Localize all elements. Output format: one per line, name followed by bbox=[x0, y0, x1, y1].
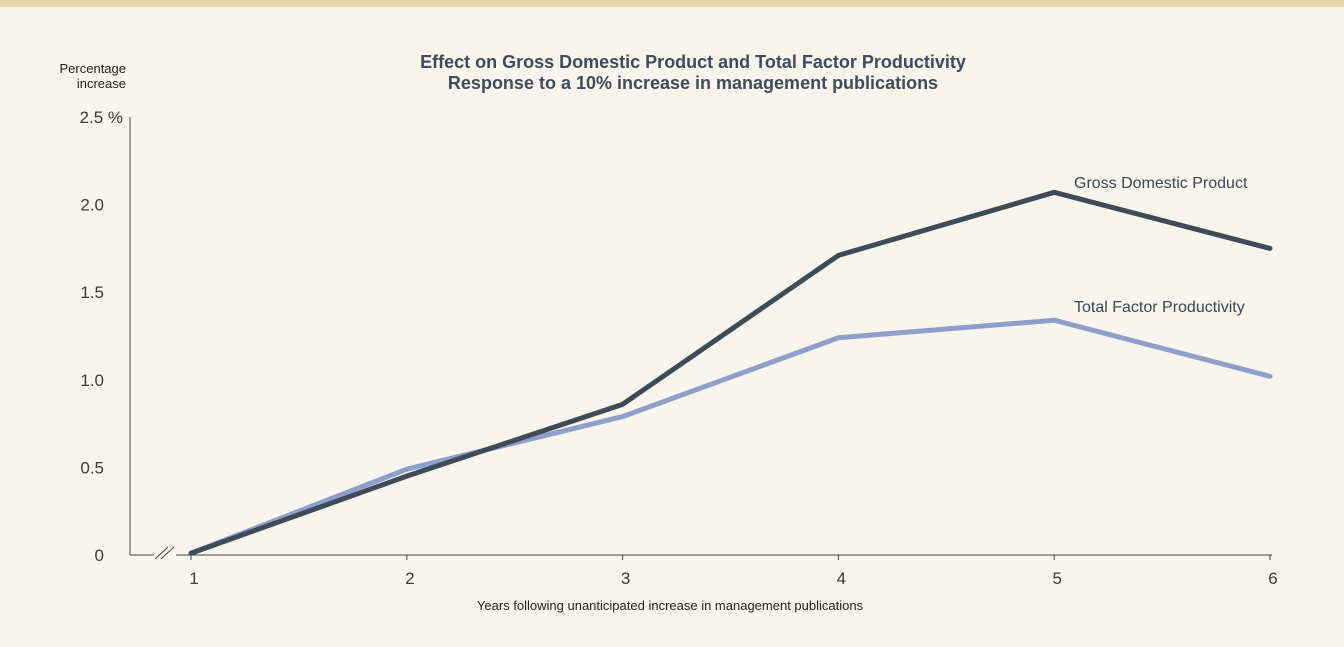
gross-domestic-product-label: Gross Domestic Product bbox=[1074, 175, 1248, 192]
x-tick-label: 6 bbox=[1268, 569, 1277, 588]
y-tick-label: 2.5 % bbox=[80, 108, 123, 127]
x-tick-label: 5 bbox=[1052, 569, 1061, 588]
axis-break-mark bbox=[160, 546, 175, 560]
chart-subtitle-line: Response to a 10% increase in management… bbox=[447, 73, 939, 93]
y-tick-label: 2.0 bbox=[80, 196, 104, 215]
x-tick-label: 4 bbox=[837, 569, 846, 588]
axis-break-mark bbox=[154, 546, 169, 560]
gross-domestic-product-line bbox=[188, 189, 1273, 556]
series-lines bbox=[188, 189, 1273, 556]
x-tick-label: 2 bbox=[405, 569, 414, 588]
chart-title-line: Effect on Gross Domestic Product and Tot… bbox=[420, 52, 966, 72]
top-accent-bar bbox=[0, 0, 1344, 7]
x-tick-label: 3 bbox=[621, 569, 630, 588]
y-tick-label: 1.5 bbox=[80, 283, 104, 302]
tick-labels: 0 0.5 1.0 1.5 2.0 2.5 % 1 2 3 4 5 6 bbox=[80, 108, 1278, 588]
x-axis-label: Years following unanticipated increase i… bbox=[476, 598, 864, 613]
axes bbox=[129, 117, 1272, 560]
chart-title: Effect on Gross Domestic Product and Tot… bbox=[300, 52, 1086, 94]
series-labels: Gross Domestic Product Total Factor Produ… bbox=[1074, 175, 1248, 316]
x-tick-label: 1 bbox=[189, 569, 198, 588]
y-tick-label: 0.5 bbox=[80, 458, 104, 477]
total-factor-productivity-line bbox=[188, 317, 1273, 556]
total-factor-productivity-label: Total Factor Productivity bbox=[1074, 299, 1245, 316]
y-tick-label: 1.0 bbox=[80, 371, 104, 390]
y-axis-label: Percentage increase bbox=[59, 61, 127, 91]
y-tick-label: 0 bbox=[95, 546, 104, 565]
